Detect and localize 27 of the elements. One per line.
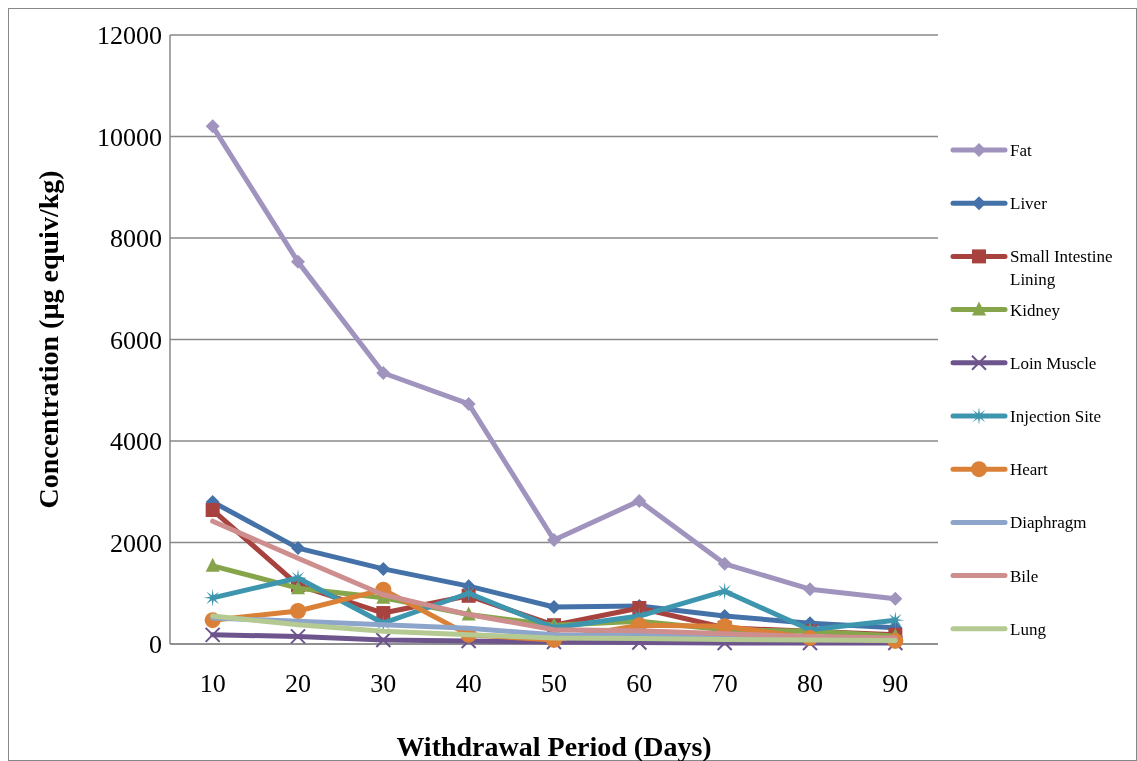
y-tick-label: 2000 (110, 528, 162, 558)
x-tick-label: 30 (370, 669, 397, 698)
y-tick-label: 0 (149, 630, 162, 659)
y-tick-label: 12000 (97, 21, 162, 50)
y-axis-title: Concentration (µg equiv/kg) (33, 170, 64, 509)
legend-label: Fat (1010, 141, 1032, 160)
legend-label: Diaphragm (1010, 513, 1087, 533)
x-tick-label: 80 (797, 669, 823, 698)
y-tick-label: 10000 (97, 122, 162, 152)
x-tick-label: 40 (455, 669, 482, 698)
x-tick-label: 60 (626, 669, 653, 698)
legend-label: Lung (1010, 619, 1047, 639)
x-tick-label: 20 (285, 669, 311, 698)
legend-label: Loin Muscle (1010, 353, 1097, 373)
y-tick-label: 4000 (110, 427, 162, 456)
legend-label: Bile (1010, 566, 1039, 586)
x-tick-label: 10 (199, 669, 226, 698)
x-tick-label: 70 (711, 669, 738, 698)
legend-label: Heart (1010, 460, 1049, 480)
y-tick-label: 8000 (110, 224, 162, 253)
legend-label: Liver (1010, 194, 1048, 214)
x-tick-label: 90 (882, 669, 909, 698)
legend-label: Kidney (1010, 300, 1061, 320)
legend-label: Small Intestine Lining (1010, 247, 1113, 290)
x-tick-label: 50 (541, 669, 567, 698)
legend-label: Injection Site (1010, 407, 1102, 426)
y-tick-label: 6000 (110, 325, 162, 355)
